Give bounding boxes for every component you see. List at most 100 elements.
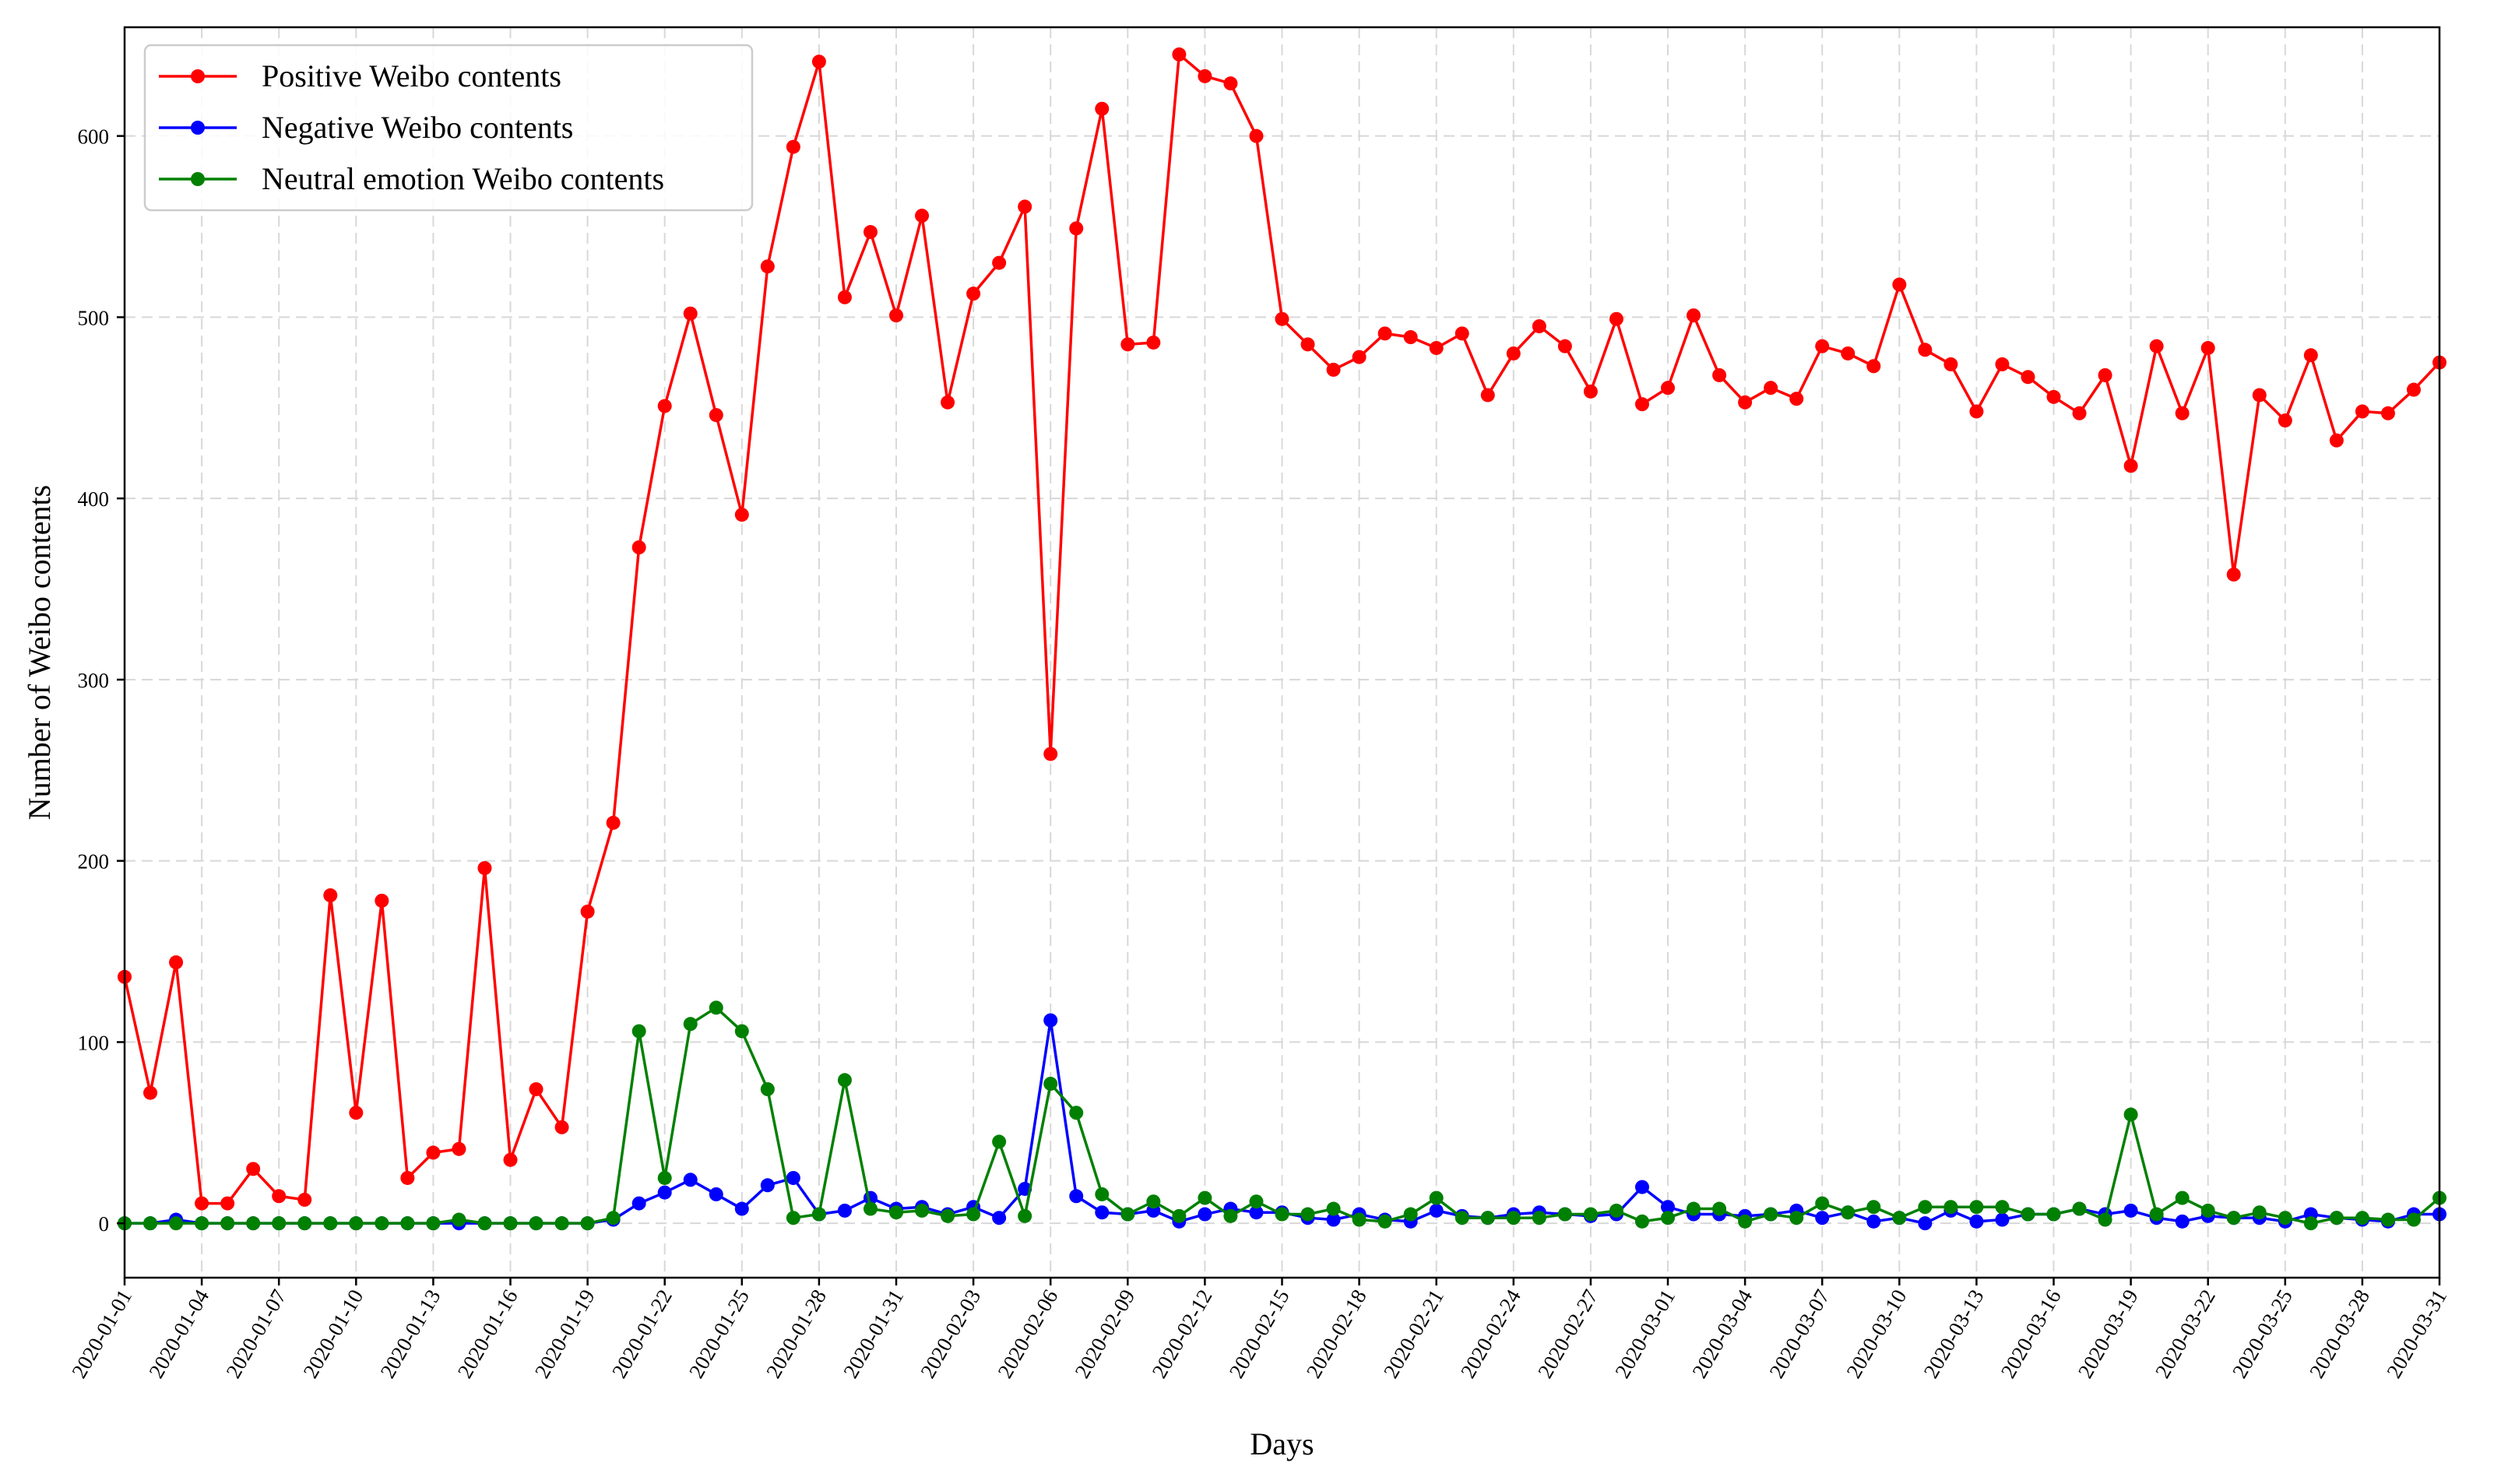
data-point bbox=[2200, 1203, 2215, 1218]
data-point bbox=[1943, 357, 1958, 371]
data-point bbox=[1018, 199, 1032, 214]
data-point bbox=[1995, 357, 2010, 371]
data-point bbox=[1738, 395, 1753, 410]
data-point bbox=[2252, 388, 2267, 403]
data-point bbox=[837, 290, 852, 304]
data-point bbox=[2123, 1203, 2138, 1218]
data-point bbox=[2175, 1190, 2190, 1205]
data-point bbox=[477, 1216, 492, 1231]
data-point bbox=[2072, 1201, 2087, 1216]
data-point bbox=[2021, 1207, 2035, 1222]
data-point bbox=[1789, 1211, 1804, 1226]
data-point bbox=[452, 1141, 466, 1156]
series-group bbox=[118, 47, 2447, 1231]
data-point bbox=[1069, 1189, 1084, 1204]
data-point bbox=[1069, 221, 1084, 236]
data-point bbox=[2021, 370, 2035, 385]
data-point bbox=[1634, 1214, 1649, 1229]
data-point bbox=[657, 399, 672, 413]
data-point bbox=[1764, 381, 1778, 396]
data-point bbox=[1918, 1216, 1933, 1231]
data-point bbox=[1815, 1211, 1830, 1226]
data-point bbox=[503, 1216, 518, 1231]
data-point bbox=[1198, 1190, 1212, 1205]
data-point bbox=[631, 1196, 646, 1211]
data-point bbox=[1480, 1211, 1495, 1226]
data-point bbox=[863, 1201, 878, 1216]
data-point bbox=[2355, 1211, 2369, 1226]
data-point bbox=[1480, 388, 1495, 403]
data-point bbox=[1120, 337, 1135, 352]
data-point bbox=[1687, 308, 1701, 323]
data-point bbox=[1095, 1205, 1110, 1220]
data-point bbox=[683, 1173, 698, 1187]
data-point bbox=[503, 1152, 518, 1167]
data-point bbox=[2200, 340, 2215, 355]
data-point bbox=[477, 860, 492, 875]
data-point bbox=[2098, 367, 2112, 382]
data-point bbox=[2226, 1211, 2241, 1226]
data-point bbox=[2175, 1214, 2190, 1229]
data-point bbox=[1275, 1207, 1289, 1222]
data-point bbox=[2329, 433, 2344, 448]
data-point bbox=[452, 1212, 466, 1227]
data-point bbox=[1969, 404, 1984, 419]
data-point bbox=[2123, 459, 2138, 473]
legend-item-positive-weibo-contents: Positive Weibo contents bbox=[159, 58, 561, 93]
data-point bbox=[1326, 1212, 1341, 1227]
data-point bbox=[426, 1216, 441, 1231]
data-point bbox=[2303, 1216, 2318, 1231]
x-axis-label: Days bbox=[1250, 1426, 1314, 1461]
data-point bbox=[606, 1211, 621, 1226]
data-point bbox=[2123, 1107, 2138, 1122]
data-point bbox=[220, 1216, 235, 1231]
data-point bbox=[529, 1081, 543, 1096]
data-point bbox=[2072, 406, 2087, 420]
data-point bbox=[1455, 326, 1469, 341]
data-point bbox=[1943, 1200, 1958, 1215]
data-point bbox=[169, 1216, 184, 1231]
data-point bbox=[220, 1196, 235, 1211]
data-point bbox=[1043, 1076, 1058, 1091]
data-point bbox=[2329, 1211, 2344, 1226]
data-point bbox=[1018, 1208, 1032, 1223]
data-point bbox=[1095, 101, 1110, 116]
data-point bbox=[1789, 392, 1804, 406]
data-point bbox=[837, 1073, 852, 1088]
data-point bbox=[2380, 1212, 2395, 1227]
data-point bbox=[143, 1216, 158, 1231]
data-point bbox=[1506, 1211, 1521, 1226]
data-point bbox=[1687, 1201, 1701, 1216]
data-point bbox=[554, 1216, 569, 1231]
data-point bbox=[966, 1207, 981, 1222]
data-point bbox=[1275, 311, 1289, 326]
data-point bbox=[1043, 747, 1058, 761]
data-point bbox=[1841, 1205, 1856, 1220]
data-point bbox=[195, 1216, 209, 1231]
data-point bbox=[992, 1211, 1007, 1226]
data-point bbox=[1352, 1212, 1367, 1227]
data-point bbox=[2303, 348, 2318, 363]
data-point bbox=[1095, 1187, 1110, 1201]
data-point bbox=[2355, 404, 2369, 419]
data-point bbox=[554, 1120, 569, 1134]
data-point bbox=[1326, 1201, 1341, 1216]
data-point bbox=[323, 888, 338, 902]
data-point bbox=[400, 1170, 415, 1185]
data-point bbox=[1918, 343, 1933, 357]
data-point bbox=[760, 1081, 775, 1096]
legend-label: Neutral emotion Weibo contents bbox=[262, 161, 664, 196]
data-point bbox=[1583, 384, 1598, 399]
data-point bbox=[1455, 1211, 1469, 1226]
data-point bbox=[1506, 346, 1521, 360]
data-point bbox=[246, 1162, 261, 1176]
data-point bbox=[297, 1216, 312, 1231]
legend-marker bbox=[191, 172, 205, 186]
data-point bbox=[631, 1024, 646, 1039]
data-point bbox=[1172, 47, 1187, 62]
data-point bbox=[1557, 1207, 1572, 1222]
data-point bbox=[2046, 389, 2061, 404]
data-point bbox=[760, 1178, 775, 1193]
data-point bbox=[1764, 1207, 1778, 1222]
data-point bbox=[1557, 339, 1572, 353]
